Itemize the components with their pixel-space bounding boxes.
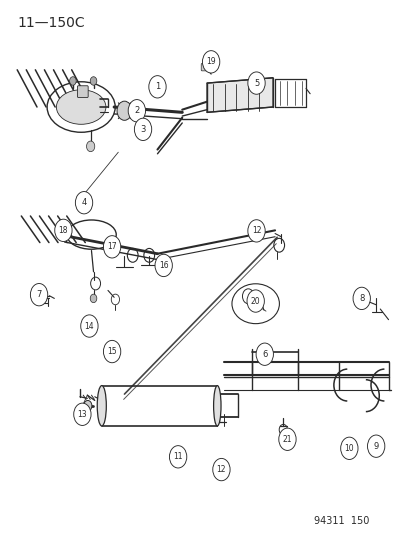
Text: 20: 20 xyxy=(250,296,260,305)
Circle shape xyxy=(81,315,98,337)
Circle shape xyxy=(340,437,357,459)
Text: 12: 12 xyxy=(216,465,225,474)
Circle shape xyxy=(212,458,230,481)
Circle shape xyxy=(278,428,295,450)
Text: 14: 14 xyxy=(84,321,94,330)
Circle shape xyxy=(55,219,72,241)
Circle shape xyxy=(154,254,172,277)
Circle shape xyxy=(117,101,132,120)
Circle shape xyxy=(128,100,145,122)
Text: 5: 5 xyxy=(253,78,259,87)
Text: 9: 9 xyxy=(373,442,378,451)
Text: 21: 21 xyxy=(282,435,292,444)
Circle shape xyxy=(86,141,95,152)
Text: 19: 19 xyxy=(206,58,216,66)
Text: 7: 7 xyxy=(36,290,42,299)
Ellipse shape xyxy=(213,385,221,426)
Circle shape xyxy=(75,191,93,214)
Ellipse shape xyxy=(56,90,106,124)
Circle shape xyxy=(30,284,47,306)
Circle shape xyxy=(256,343,273,366)
Text: 4: 4 xyxy=(81,198,86,207)
Text: 12: 12 xyxy=(251,227,261,236)
Text: 6: 6 xyxy=(261,350,267,359)
Text: 2: 2 xyxy=(134,106,139,115)
Ellipse shape xyxy=(97,385,106,426)
Circle shape xyxy=(69,77,76,85)
Polygon shape xyxy=(206,78,272,112)
Circle shape xyxy=(367,435,384,457)
Text: 94311  150: 94311 150 xyxy=(313,516,369,526)
Circle shape xyxy=(247,72,265,94)
Circle shape xyxy=(90,77,97,85)
Circle shape xyxy=(247,290,264,312)
Text: 10: 10 xyxy=(344,444,353,453)
Circle shape xyxy=(103,341,121,363)
Circle shape xyxy=(83,400,92,411)
Circle shape xyxy=(148,76,166,98)
Text: 11—150C: 11—150C xyxy=(17,15,85,29)
Text: 3: 3 xyxy=(140,125,145,134)
Circle shape xyxy=(74,403,91,425)
Text: 16: 16 xyxy=(159,261,168,270)
Text: 15: 15 xyxy=(107,347,116,356)
Text: 11: 11 xyxy=(173,453,183,462)
FancyBboxPatch shape xyxy=(77,86,88,98)
Text: 17: 17 xyxy=(107,243,116,252)
Circle shape xyxy=(352,287,370,310)
Text: 18: 18 xyxy=(59,226,68,235)
Circle shape xyxy=(134,118,151,141)
Circle shape xyxy=(103,236,121,258)
Circle shape xyxy=(247,220,265,242)
Circle shape xyxy=(202,51,219,73)
Text: 1: 1 xyxy=(154,82,160,91)
Text: 13: 13 xyxy=(77,410,87,419)
FancyBboxPatch shape xyxy=(201,63,210,71)
Circle shape xyxy=(169,446,186,468)
Circle shape xyxy=(90,294,97,303)
Text: 8: 8 xyxy=(358,294,363,303)
